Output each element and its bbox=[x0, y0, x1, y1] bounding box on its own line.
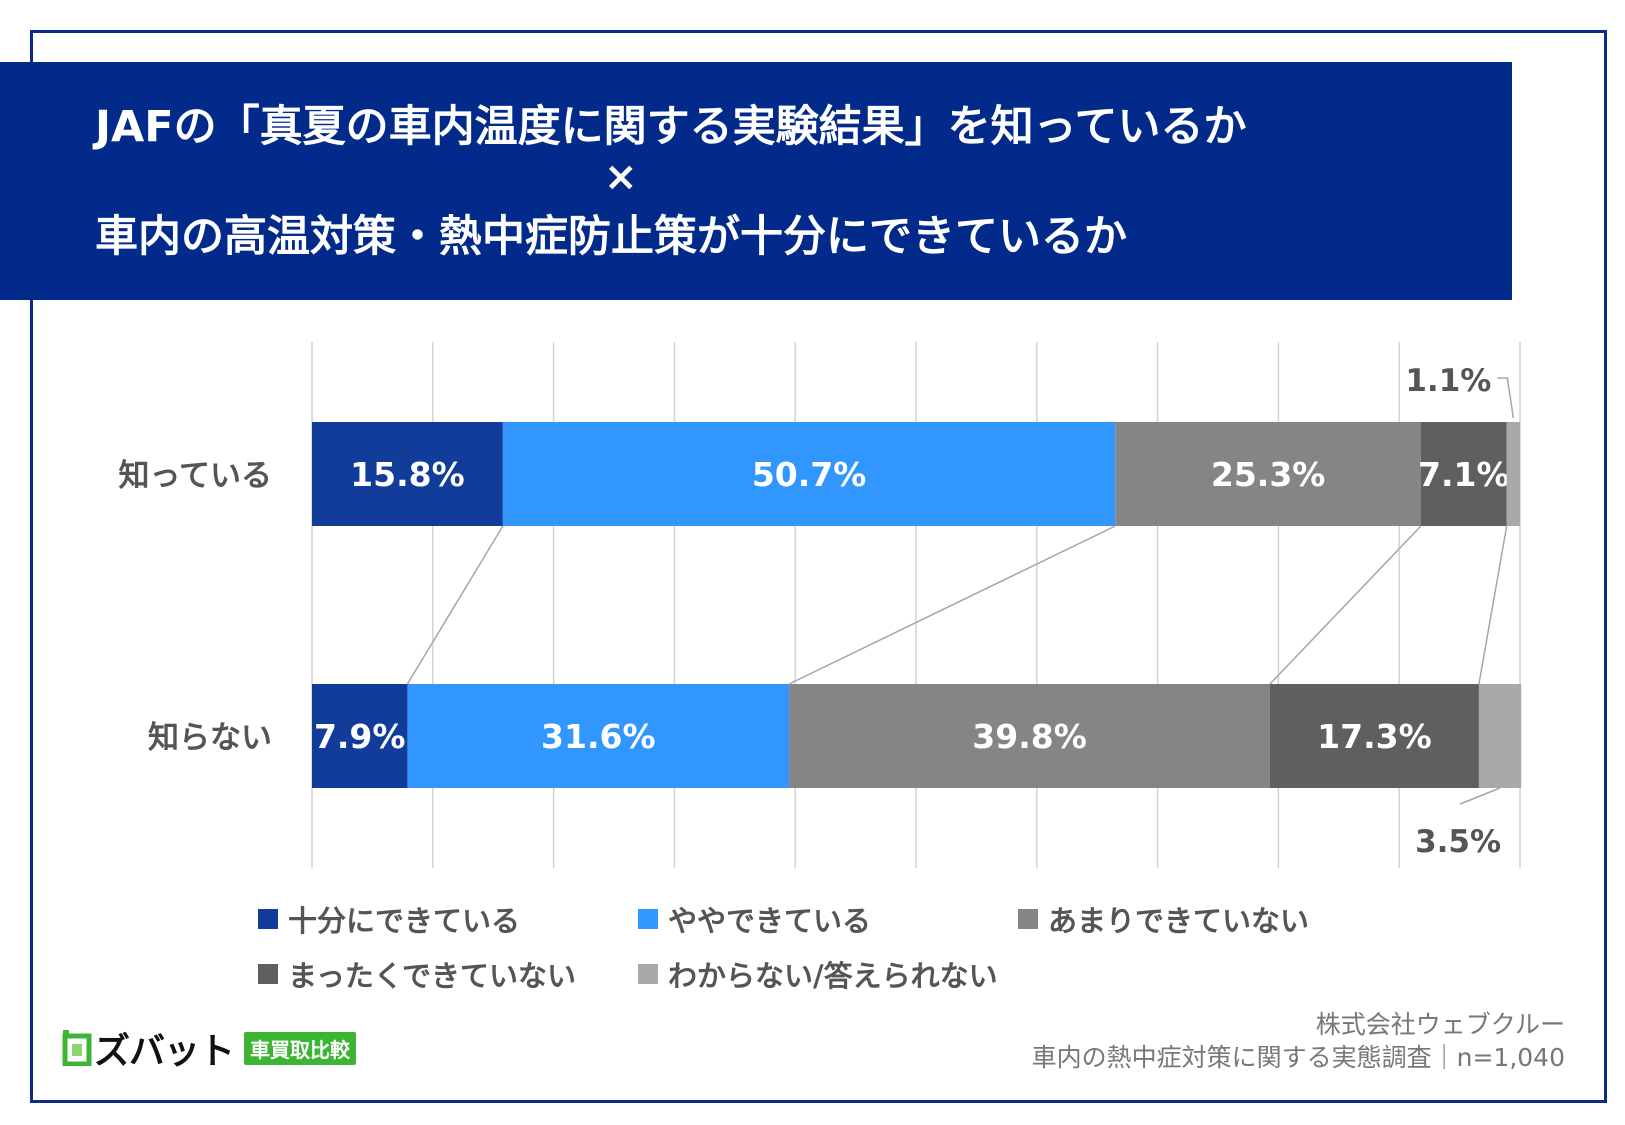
connector-line-2 bbox=[788, 525, 1116, 685]
data-label-0-2: 25.3% bbox=[1211, 455, 1326, 494]
data-label-0-1: 50.7% bbox=[752, 455, 867, 494]
credit-company: 株式会社ウェブクルー bbox=[1315, 1010, 1565, 1039]
credit-survey: 車内の熱中症対策に関する実態調査｜n=1,040 bbox=[1031, 1043, 1565, 1072]
data-label-0-3: 7.1% bbox=[1418, 455, 1510, 494]
bar-segment-1-4 bbox=[1478, 684, 1522, 788]
bar-segment-0-3 bbox=[1420, 422, 1507, 526]
callout-label-0: 1.1% bbox=[1405, 363, 1491, 399]
connector-line-4 bbox=[1478, 525, 1508, 685]
category-label-0: 知っている bbox=[119, 458, 272, 494]
data-label-1-1: 31.6% bbox=[541, 717, 656, 756]
connector-line-3 bbox=[1269, 525, 1422, 685]
connector-line-1 bbox=[406, 525, 504, 685]
credits: 株式会社ウェブクルー 車内の熱中症対策に関する実態調査｜n=1,040 bbox=[1032, 1008, 1565, 1074]
callout-label-1: 3.5% bbox=[1415, 824, 1501, 860]
data-label-1-2: 39.8% bbox=[972, 717, 1087, 756]
title-line-2: 車内の高温対策・熱中症防止策が十分にできているか bbox=[95, 212, 1127, 262]
bar-segment-0-0 bbox=[312, 422, 503, 526]
callout-line-1 bbox=[1459, 787, 1501, 805]
bar-segment-1-2 bbox=[789, 684, 1270, 788]
data-label-1-3: 17.3% bbox=[1317, 717, 1432, 756]
data-label-1-0: 7.9% bbox=[314, 717, 406, 756]
title-line-1: JAFの「真夏の車内温度に関する実験結果」を知っているか bbox=[95, 102, 1247, 152]
bar-segment-0-2 bbox=[1115, 422, 1421, 526]
logo-mark-icon bbox=[62, 1030, 92, 1067]
zubat-logo: ズバット 車買取比較 bbox=[62, 1022, 357, 1074]
bar-segment-0-4 bbox=[1506, 422, 1520, 526]
logo-text: ズバット bbox=[94, 1031, 235, 1072]
bar-segment-1-0 bbox=[312, 684, 408, 788]
title-cross: × bbox=[604, 154, 638, 200]
bar-segment-1-3 bbox=[1269, 684, 1479, 788]
bar-segment-0-1 bbox=[502, 422, 1116, 526]
title-band: JAFの「真夏の車内温度に関する実験結果」を知っているか × 車内の高温対策・熱… bbox=[0, 62, 1512, 300]
category-label-1: 知らない bbox=[148, 720, 272, 756]
bar-segment-1-1 bbox=[407, 684, 790, 788]
data-label-0-0: 15.8% bbox=[350, 455, 465, 494]
logo-badge: 車買取比較 bbox=[244, 1031, 357, 1065]
chart-frame bbox=[30, 30, 1607, 1103]
callout-line-0 bbox=[1497, 377, 1515, 419]
